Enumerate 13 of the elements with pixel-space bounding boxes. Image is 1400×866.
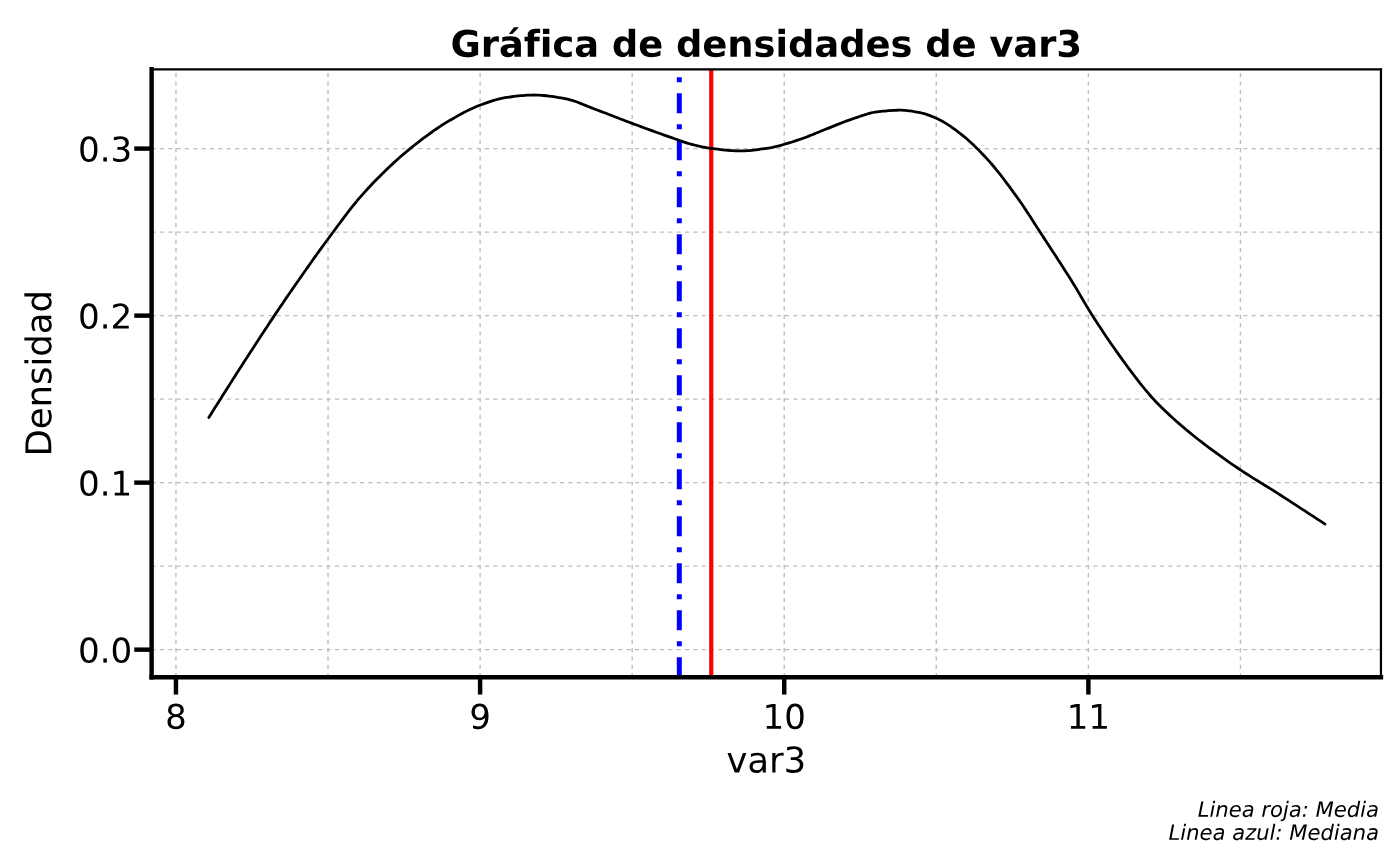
x-axis-title: var3 [727, 746, 804, 773]
y-axis-title: Densidad [24, 293, 52, 454]
x-tick-label: 9 [471, 703, 489, 730]
x-tick-label: 8 [167, 703, 185, 730]
text: Linea roja: Media [1198, 800, 1378, 822]
y-tick-label: 0.3 [80, 136, 130, 163]
text: Linea azul: Mediana [1169, 823, 1378, 841]
y-tick-label: 0.0 [80, 637, 130, 664]
y-tick-label: 0.2 [80, 303, 129, 330]
x-tick-label: 11 [1070, 703, 1107, 729]
x-tick-label: 10 [766, 703, 804, 730]
chart-title: Gráfica de densidades de var3 [452, 27, 1080, 58]
y-tick-label: 0.1 [80, 470, 130, 497]
